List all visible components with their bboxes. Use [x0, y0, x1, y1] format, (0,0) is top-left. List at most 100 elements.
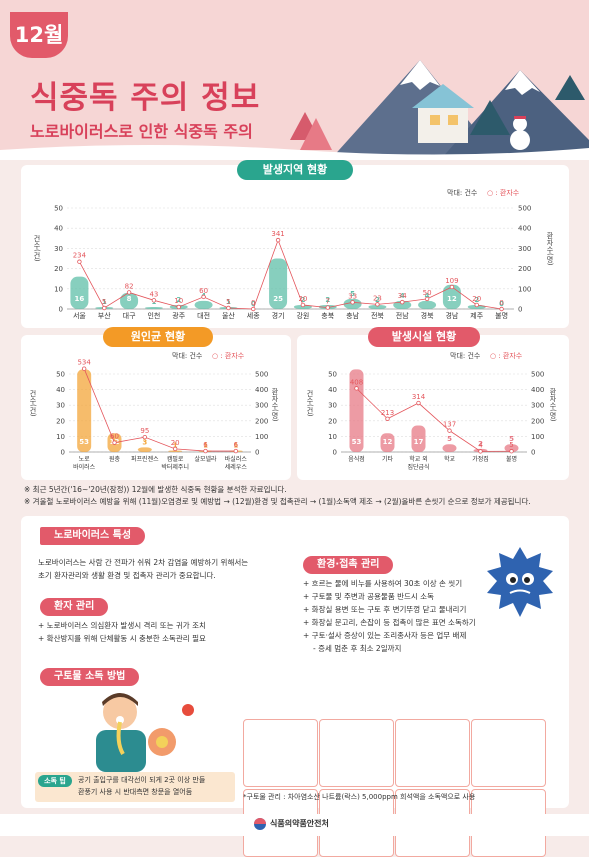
env-title: 환경·접촉 관리 — [303, 556, 394, 574]
patient-value-label: 23 — [373, 294, 382, 302]
bar-value-label: 5 — [447, 435, 452, 443]
feature-title: 노로바이러스 특성 — [40, 527, 146, 545]
footer-org: 식품의약품안전처 — [270, 819, 329, 828]
bar-value-label: 12 — [383, 438, 393, 446]
y2-tick-label: 400 — [518, 225, 531, 233]
patient-value-label: 6 — [234, 441, 239, 449]
bar-value-label: 4 — [400, 292, 405, 300]
patient-value-label: 5 — [226, 298, 230, 306]
y2-tick-label: 0 — [531, 449, 535, 457]
bar-value-label: 5 — [509, 435, 514, 443]
bar — [70, 276, 89, 309]
bar-value-label: 3 — [142, 438, 147, 446]
facility-legend-line: ○ : 환자수 — [490, 352, 523, 360]
pathogen-y2label: 환자수(명) — [271, 388, 279, 422]
patient-value-label: 4 — [478, 441, 483, 449]
y-tick-label: 40 — [54, 225, 63, 233]
bar — [137, 447, 152, 452]
patient-point — [499, 306, 504, 312]
patient-point — [102, 305, 107, 311]
y-tick-label: 40 — [56, 386, 65, 394]
bar — [504, 444, 519, 452]
bar-value-label: 25 — [273, 295, 283, 303]
bar-value-label: 2 — [478, 440, 483, 448]
step-2 — [319, 719, 394, 787]
tip-label: 소독 팁 — [38, 775, 72, 787]
patient-value-label: 34 — [398, 292, 407, 300]
category-label: 강원 — [296, 311, 309, 320]
y2-tick-label: 400 — [531, 386, 544, 394]
bar-value-label: 2 — [300, 296, 305, 304]
y-tick-label: 10 — [56, 433, 65, 441]
patient-value-label: 20 — [472, 295, 481, 303]
patient-point — [275, 237, 281, 243]
patient-value-label: 234 — [73, 252, 87, 260]
category-label: 인천 — [147, 311, 160, 320]
y-tick-label: 20 — [56, 417, 65, 425]
patient-point — [300, 302, 306, 308]
patient-item-1: + 노로바이러스 의심환자 발생시 격리 또는 귀가 조치 — [38, 621, 206, 630]
patient-line — [79, 238, 502, 310]
header-banner: 12월 식중독 주의 정보 노로바이러스로 인한 식중독 주의 — [0, 0, 589, 160]
patient-value-label: 341 — [271, 230, 284, 238]
env-item-2: + 구토물 및 주변과 공용물품 반드시 소독 — [303, 592, 434, 601]
patient-point — [509, 449, 514, 454]
patient-point — [251, 306, 256, 312]
env-item-1: + 흐르는 물에 비누를 사용하여 30초 이상 손 씻기 — [303, 579, 463, 588]
y-tick-label: 50 — [54, 205, 63, 213]
patient-value-label: 20 — [298, 295, 307, 303]
patient-value-label: 20 — [171, 439, 180, 447]
bar-value-label: 2 — [375, 296, 380, 304]
category-label: 전북 — [371, 311, 384, 320]
pathogen-chart-card — [21, 335, 291, 480]
y2-tick-label: 300 — [518, 245, 531, 253]
category-label: 바실러스 — [225, 455, 248, 463]
patient-point — [201, 294, 206, 300]
category-label: 대구 — [123, 312, 136, 320]
y2-tick-label: 300 — [255, 402, 268, 410]
category-label: 경북 — [421, 311, 434, 320]
env-item-6: - 증세 멈춘 후 최소 2일까지 — [313, 644, 402, 653]
y-tick-label: 20 — [54, 265, 63, 273]
y2-tick-label: 100 — [255, 433, 268, 441]
bar-value-label: 16 — [75, 295, 85, 303]
facility-ylabel: 건수(건) — [306, 390, 314, 417]
vomit-title: 구토물 소독 방법 — [40, 668, 140, 686]
winter-illustration — [0, 60, 589, 160]
env-item-3: + 화장실 용변 또는 구토 후 변기뚜껑 닫고 물내리기 — [303, 605, 467, 614]
patient-point — [400, 299, 405, 305]
bar-value-label: 1 — [203, 441, 208, 449]
patient-value-label: 534 — [77, 359, 91, 367]
patient-point — [151, 298, 157, 303]
y-tick-label: 50 — [328, 371, 337, 379]
step-3 — [395, 719, 470, 787]
sick-person-illustration — [96, 693, 194, 772]
patient-point — [449, 284, 455, 290]
patient-point — [203, 448, 208, 454]
y-tick-label: 30 — [54, 245, 63, 253]
patient-value-label: 314 — [412, 393, 426, 401]
category-label: 학교 외 — [409, 455, 427, 463]
patient-point — [112, 440, 117, 445]
bar — [418, 300, 437, 309]
y2-tick-label: 200 — [255, 417, 268, 425]
region-chart-title: 발생지역 현황 — [237, 160, 353, 180]
bar — [269, 258, 288, 309]
bar-value-label: 53 — [352, 438, 362, 446]
patient-value-label: 10 — [174, 297, 183, 305]
facility-chart-card — [297, 335, 569, 480]
note-1: ※ 최근 5년간('16~'20년(잠정)) 12월에 발생한 식중독 현황을 … — [24, 485, 287, 494]
page-title: 식중독 주의 정보 — [30, 80, 261, 116]
patient-value-label: 5 — [509, 441, 513, 449]
patient-point — [447, 428, 452, 433]
y2-tick-label: 500 — [255, 371, 268, 379]
patient-point — [233, 448, 239, 454]
env-item-4: + 화장실 문고리, 손잡이 등 접촉이 많은 표면 소독하기 — [303, 618, 476, 627]
category-label: 기타 — [382, 455, 394, 463]
bar — [380, 433, 395, 452]
bar — [349, 369, 364, 452]
facility-y2label: 환자수(명) — [549, 388, 557, 422]
category-label: 제주 — [470, 312, 483, 320]
patient-point — [81, 366, 87, 371]
patient-value-label: 109 — [445, 277, 458, 285]
